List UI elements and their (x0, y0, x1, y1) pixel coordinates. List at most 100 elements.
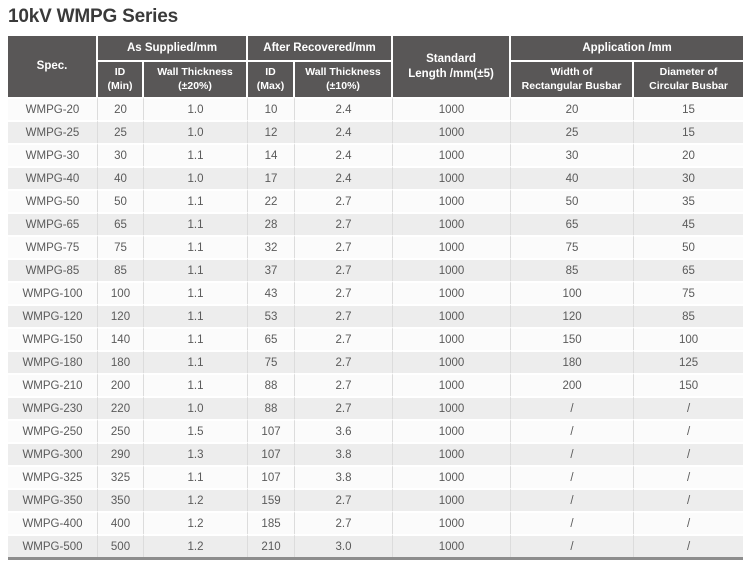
cell-id-max: 159 (248, 488, 296, 511)
cell-width-rectangular-busbar: 150 (511, 327, 635, 350)
cell-wall-thickness-10: 2.7 (295, 235, 394, 258)
header-after-recovered: After Recovered/mm (248, 36, 394, 62)
cell-id-max: 37 (248, 258, 296, 281)
cell-wall-thickness-20: 1.1 (144, 258, 249, 281)
cell-standard-length: 1000 (393, 419, 512, 442)
cell-standard-length: 1000 (393, 534, 512, 557)
cell-wall-thickness-10: 2.4 (295, 97, 394, 120)
cell-diameter-circular-busbar: / (634, 442, 744, 465)
table-row: WMPG-120 120 1.1 53 2.7 1000 120 85 (8, 304, 744, 327)
cell-wall-thickness-20: 1.1 (144, 304, 249, 327)
cell-width-rectangular-busbar: 75 (511, 235, 635, 258)
table-row: WMPG-150 140 1.1 65 2.7 1000 150 100 (8, 327, 744, 350)
page-title: 10kV WMPG Series (8, 6, 178, 27)
cell-id-min: 180 (98, 350, 144, 373)
cell-diameter-circular-busbar: 45 (634, 212, 744, 235)
table-row: WMPG-230 220 1.0 88 2.7 1000// (8, 396, 744, 419)
cell-diameter-circular-busbar: 75 (634, 281, 744, 304)
cell-standard-length: 1000 (393, 465, 512, 488)
cell-diameter-circular-busbar: 125 (634, 350, 744, 373)
header-diameter-circular-busbar: Diameter of Circular Busbar (634, 62, 744, 97)
cell-id-max: 65 (248, 327, 296, 350)
table-row: WMPG-100 100 1.1 43 2.7 1000 100 75 (8, 281, 744, 304)
table-header: Spec. As Supplied/mm After Recovered/mm … (8, 36, 744, 97)
cell-id-min: 120 (98, 304, 144, 327)
cell-spec: WMPG-75 (8, 235, 98, 258)
cell-wall-thickness-20: 1.0 (144, 97, 249, 120)
cell-width-rectangular-busbar: / (511, 419, 635, 442)
cell-diameter-circular-busbar: / (634, 465, 744, 488)
table-row: WMPG-350 350 1.2 159 2.7 1000// (8, 488, 744, 511)
cell-spec: WMPG-210 (8, 373, 98, 396)
cell-id-min: 350 (98, 488, 144, 511)
cell-spec: WMPG-350 (8, 488, 98, 511)
cell-id-min: 85 (98, 258, 144, 281)
cell-diameter-circular-busbar: 150 (634, 373, 744, 396)
cell-standard-length: 1000 (393, 166, 512, 189)
cell-standard-length: 1000 (393, 396, 512, 419)
cell-wall-thickness-20: 1.1 (144, 143, 249, 166)
cell-width-rectangular-busbar: 50 (511, 189, 635, 212)
header-wall-thickness-20: Wall Thickness (±20%) (144, 62, 249, 97)
cell-diameter-circular-busbar: / (634, 396, 744, 419)
cell-standard-length: 1000 (393, 511, 512, 534)
table-row: WMPG-75 75 1.1 32 2.7 1000 75 50 (8, 235, 744, 258)
cell-wall-thickness-20: 1.0 (144, 396, 249, 419)
cell-spec: WMPG-400 (8, 511, 98, 534)
cell-width-rectangular-busbar: / (511, 511, 635, 534)
cell-spec: WMPG-50 (8, 189, 98, 212)
header-id-min: ID (Min) (98, 62, 144, 97)
cell-standard-length: 1000 (393, 304, 512, 327)
cell-diameter-circular-busbar: 65 (634, 258, 744, 281)
cell-wall-thickness-10: 3.8 (295, 442, 394, 465)
cell-id-max: 14 (248, 143, 296, 166)
cell-wall-thickness-10: 3.6 (295, 419, 394, 442)
cell-id-min: 290 (98, 442, 144, 465)
cell-diameter-circular-busbar: / (634, 511, 744, 534)
cell-diameter-circular-busbar: / (634, 488, 744, 511)
cell-spec: WMPG-120 (8, 304, 98, 327)
cell-wall-thickness-10: 2.7 (295, 327, 394, 350)
cell-id-min: 30 (98, 143, 144, 166)
cell-standard-length: 1000 (393, 350, 512, 373)
cell-spec: WMPG-250 (8, 419, 98, 442)
cell-width-rectangular-busbar: / (511, 442, 635, 465)
cell-standard-length: 1000 (393, 120, 512, 143)
cell-diameter-circular-busbar: 100 (634, 327, 744, 350)
cell-id-max: 32 (248, 235, 296, 258)
cell-id-max: 75 (248, 350, 296, 373)
cell-wall-thickness-20: 1.5 (144, 419, 249, 442)
cell-id-min: 500 (98, 534, 144, 557)
cell-id-max: 107 (248, 465, 296, 488)
cell-wall-thickness-10: 3.0 (295, 534, 394, 557)
cell-id-min: 400 (98, 511, 144, 534)
cell-standard-length: 1000 (393, 97, 512, 120)
cell-width-rectangular-busbar: 25 (511, 120, 635, 143)
cell-wall-thickness-10: 2.7 (295, 373, 394, 396)
cell-diameter-circular-busbar: / (634, 419, 744, 442)
cell-wall-thickness-10: 2.7 (295, 281, 394, 304)
cell-spec: WMPG-30 (8, 143, 98, 166)
cell-standard-length: 1000 (393, 212, 512, 235)
cell-wall-thickness-10: 3.8 (295, 465, 394, 488)
cell-wall-thickness-20: 1.1 (144, 327, 249, 350)
cell-id-max: 88 (248, 396, 296, 419)
cell-width-rectangular-busbar: 85 (511, 258, 635, 281)
table-row: WMPG-50 50 1.1 22 2.7 1000 50 35 (8, 189, 744, 212)
cell-spec: WMPG-500 (8, 534, 98, 557)
cell-id-max: 10 (248, 97, 296, 120)
cell-id-max: 17 (248, 166, 296, 189)
cell-wall-thickness-10: 2.4 (295, 166, 394, 189)
cell-wall-thickness-20: 1.2 (144, 511, 249, 534)
cell-spec: WMPG-20 (8, 97, 98, 120)
cell-id-min: 50 (98, 189, 144, 212)
cell-wall-thickness-10: 2.7 (295, 350, 394, 373)
cell-spec: WMPG-65 (8, 212, 98, 235)
cell-wall-thickness-10: 2.7 (295, 488, 394, 511)
cell-diameter-circular-busbar: 30 (634, 166, 744, 189)
cell-id-min: 75 (98, 235, 144, 258)
cell-diameter-circular-busbar: 35 (634, 189, 744, 212)
cell-wall-thickness-20: 1.0 (144, 120, 249, 143)
header-spec: Spec. (8, 36, 98, 97)
header-wall-thickness-10: Wall Thickness (±10%) (295, 62, 394, 97)
